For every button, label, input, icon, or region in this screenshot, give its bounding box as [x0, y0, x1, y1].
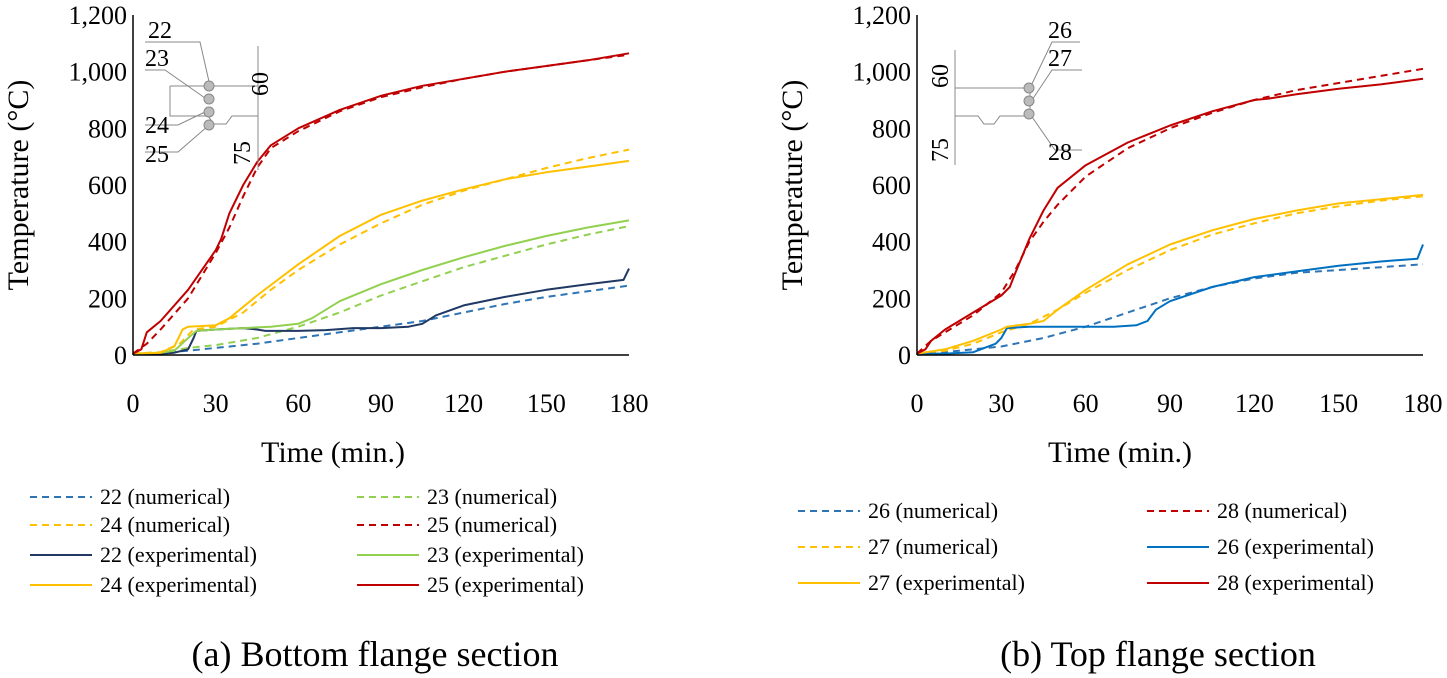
inset-label: 22	[148, 18, 172, 44]
y-tick-label: 1,200	[69, 1, 128, 30]
y-axis-label: Temperature (°C)	[2, 80, 35, 291]
inset-schematic-bottom-flange	[145, 41, 259, 170]
panel-top-flange: 0 200 400 600 800 1,000 1,200 0 30 60 90 120 150 180…	[776, 1, 1443, 674]
y-tick-label: 600	[872, 171, 911, 200]
series-line-2	[132, 225, 630, 355]
series-line-5	[133, 268, 630, 355]
legend-label: 24 (numerical)	[100, 512, 230, 537]
inset-label: 75	[230, 141, 256, 165]
legend-label: 28 (experimental)	[1217, 570, 1374, 595]
y-tick-label: 400	[88, 228, 127, 257]
inset-label: 24	[145, 113, 169, 139]
y-tick-label: 1,000	[69, 58, 128, 87]
y-tick-label: 0	[114, 341, 127, 370]
legend-label: 26 (experimental)	[1217, 534, 1374, 559]
inset-label: 25	[145, 142, 169, 168]
y-tick-label: 400	[872, 228, 911, 257]
legend-label: 23 (numerical)	[427, 484, 557, 509]
x-tick-label: 0	[127, 389, 140, 418]
x-axis-label: Time (min.)	[1048, 436, 1192, 469]
y-tick-label: 800	[872, 114, 911, 143]
legend-label: 24 (experimental)	[100, 572, 257, 597]
legend-label: 25 (experimental)	[427, 572, 584, 597]
inset-label: 27	[1048, 46, 1072, 72]
inset-label: 60	[928, 64, 954, 88]
legend-label: 23 (experimental)	[427, 542, 584, 567]
series-line-1	[132, 284, 630, 355]
series-line-6	[916, 77, 1424, 355]
inset-label: 23	[145, 46, 169, 72]
series-line-8	[132, 52, 630, 355]
x-tick-label: 90	[1157, 389, 1183, 418]
legend-label: 22 (numerical)	[100, 484, 230, 509]
inset-label: 60	[248, 72, 274, 96]
x-tick-label: 150	[1319, 389, 1358, 418]
series-line-3	[916, 195, 1424, 355]
y-tick-label: 1,000	[853, 58, 912, 87]
x-tick-label: 120	[1235, 389, 1274, 418]
x-tick-label: 0	[911, 389, 924, 418]
legend-label: 25 (numerical)	[427, 512, 557, 537]
inset-label: 75	[928, 138, 954, 162]
x-tick-label: 90	[368, 389, 394, 418]
x-tick-label: 60	[1073, 389, 1099, 418]
y-tick-label: 0	[898, 341, 911, 370]
y-axis-label: Temperature (°C)	[776, 80, 809, 291]
x-tick-label: 60	[285, 389, 311, 418]
x-tick-label: 180	[1404, 389, 1443, 418]
series-line-5	[916, 193, 1424, 355]
series-line-4	[917, 244, 1424, 355]
inset-label: 26	[1048, 18, 1072, 44]
series-line-1	[916, 263, 1424, 355]
x-tick-label: 30	[988, 389, 1014, 418]
panel-caption: (b) Top flange section	[1000, 634, 1316, 674]
y-tick-label: 600	[88, 171, 127, 200]
panel-caption: (a) Bottom flange section	[192, 634, 559, 674]
y-tick-label: 200	[88, 284, 127, 313]
inset-label: 28	[1048, 140, 1072, 166]
series-line-6	[132, 219, 630, 355]
panel-bottom-flange: 0 200 400 600 800 1,000 1,200 0 30 60 90 120 150 180…	[2, 1, 649, 674]
x-tick-label: 180	[610, 389, 649, 418]
y-tick-label: 800	[88, 114, 127, 143]
legend-label: 26 (numerical)	[868, 498, 998, 523]
series-line-7	[132, 159, 630, 355]
legend-label: 28 (numerical)	[1217, 498, 1347, 523]
legend-label: 27 (numerical)	[868, 534, 998, 559]
series-line-2	[916, 67, 1424, 355]
y-tick-label: 200	[872, 284, 911, 313]
x-tick-label: 150	[527, 389, 566, 418]
y-tick-label: 1,200	[853, 1, 912, 30]
series-line-3	[132, 148, 630, 355]
legend-label: 22 (experimental)	[100, 542, 257, 567]
x-axis-label: Time (min.)	[261, 436, 405, 469]
x-tick-label: 30	[203, 389, 229, 418]
x-tick-label: 120	[444, 389, 483, 418]
inset-schematic-top-flange	[954, 41, 1082, 165]
legend-label: 27 (experimental)	[868, 570, 1025, 595]
